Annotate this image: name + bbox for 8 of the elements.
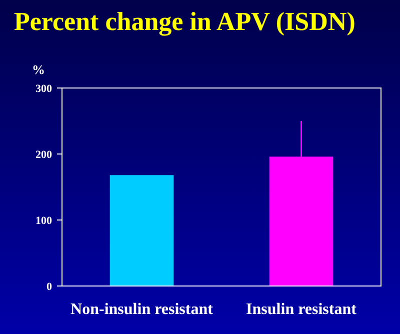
x-tick-label: Insulin resistant: [246, 301, 358, 318]
y-tick-label: 0: [46, 280, 52, 293]
y-axis-title: %: [32, 62, 45, 77]
y-tick-label: 200: [36, 148, 52, 161]
chart-title: Percent change in APV (ISDN): [14, 7, 356, 36]
y-tick-label: 300: [36, 82, 52, 95]
y-tick-label: 100: [36, 214, 52, 227]
x-tick-label: Non-insulin resistant: [70, 301, 214, 318]
